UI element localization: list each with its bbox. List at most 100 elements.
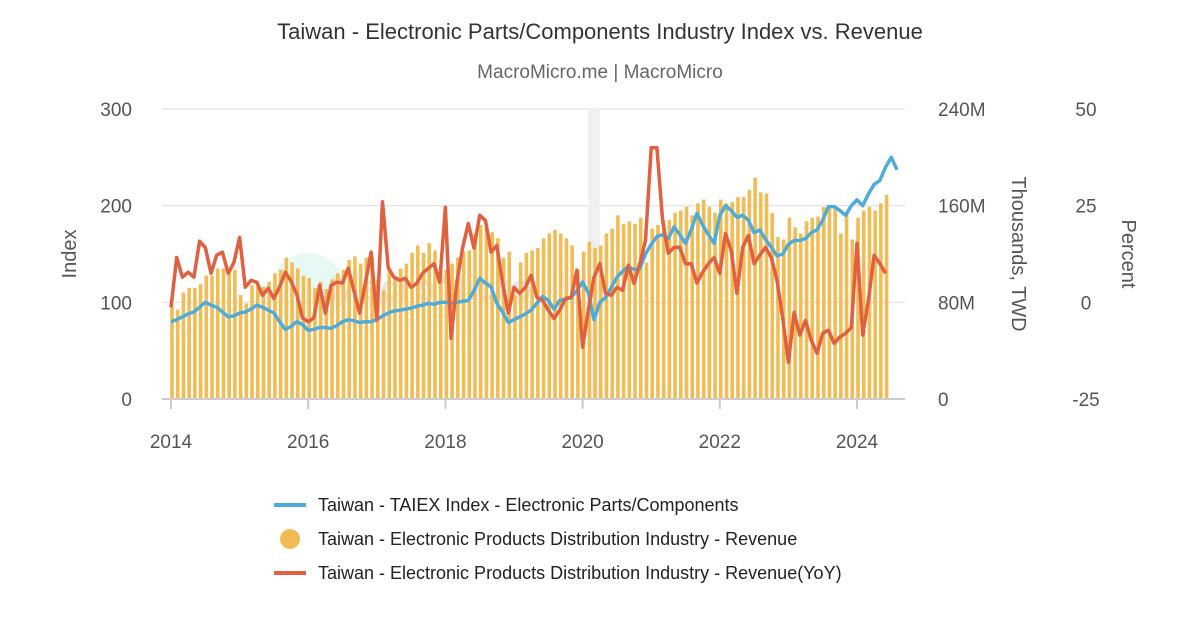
revenue-bar [570,245,574,399]
revenue-bar [221,268,226,399]
revenue-bar [564,238,569,399]
middle-axis-title: Thousands, TWD [1007,176,1029,331]
revenue-bar [673,212,677,399]
revenue-bar [507,251,512,399]
revenue-bar [267,281,271,399]
revenue-bar [210,275,214,399]
right-tick-label: 0 [1081,293,1092,314]
revenue-bar [244,303,249,399]
revenue-bar [719,199,723,399]
revenue-bar [536,247,540,399]
right-tick-label: 50 [1075,100,1096,121]
revenue-bar [353,256,357,399]
chart-title: Taiwan - Electronic Parts/Components Ind… [277,19,923,44]
revenue-bar [330,279,334,399]
revenue-bar [621,223,626,399]
revenue-bar [530,250,534,399]
lines [169,145,899,365]
left-tick-label: 100 [100,293,132,314]
legend-item-revenue-yoy[interactable]: Taiwan - Electronic Products Distributio… [274,563,842,583]
left-tick-label: 300 [100,100,132,121]
taiex-index-line [170,155,899,333]
revenue-bar [776,237,780,399]
left-tick-label: 0 [121,390,132,411]
legend-label: Taiwan - TAIEX Index - Electronic Parts/… [318,495,739,515]
revenue-bar [467,250,472,399]
middle-tick-label: 0 [938,390,949,411]
x-tick-label: 2014 [150,432,193,453]
revenue-bar [827,205,832,399]
revenue-bar [616,215,620,399]
revenue-bar [747,189,752,399]
revenue-bar [347,260,352,399]
revenue-bar [518,262,523,399]
legend: Taiwan - TAIEX Index - Electronic Parts/… [274,495,842,583]
revenue-bar [610,228,614,399]
revenue-bar [810,217,815,399]
revenue-bar [490,232,494,399]
x-tick-label: 2016 [287,432,329,453]
revenue-bar [656,225,660,399]
revenue-bar [170,307,174,399]
revenue-bar [290,262,294,399]
x-tick-label: 2018 [424,432,466,453]
revenue-bar [410,252,414,399]
legend-dot-orange [280,529,300,549]
legend-item-taiex[interactable]: Taiwan - TAIEX Index - Electronic Parts/… [274,495,739,515]
revenue-bar [684,206,689,399]
revenue-bar [759,192,763,399]
revenue-bar [273,273,277,399]
left-tick-label: 200 [100,197,132,218]
revenue-bar [238,295,243,399]
revenue-bar [370,256,374,399]
right-tick-label: 25 [1075,197,1096,218]
revenue-bar [193,287,197,399]
revenue-bar [501,257,506,399]
revenue-bar [398,268,403,399]
middle-tick-label: 80M [938,293,975,314]
revenue-bar [879,203,883,399]
revenue-bar [598,245,603,399]
revenue-bar [678,210,683,399]
revenue-bar [873,210,877,399]
revenue-bar [581,251,586,399]
revenue-bar [393,278,397,399]
revenue-bar [255,286,260,399]
revenue-yoy-line [169,145,888,365]
revenue-bar [381,290,386,399]
revenue-bar [295,268,300,399]
middle-tick-label: 160M [938,197,986,218]
revenue-bar [444,269,449,399]
revenue-bar [278,269,283,399]
revenue-bar [764,193,769,399]
revenue-bar [473,233,477,399]
revenue-bar [461,251,466,399]
revenue-bar [416,245,420,399]
x-tick-label: 2020 [561,432,603,453]
revenue-bar [633,223,637,399]
revenue-bar [227,269,231,399]
middle-tick-label: 240M [938,100,986,121]
revenue-bar [627,221,632,399]
revenue-bar [376,279,380,399]
revenue-bar [250,285,254,399]
legend-item-revenue[interactable]: Taiwan - Electronic Products Distributio… [280,529,797,549]
revenue-bar [587,241,592,399]
revenue-bar [364,257,369,399]
revenue-bar [856,217,860,399]
revenue-bar [821,206,826,399]
revenue-bar [541,238,546,399]
revenue-bar [387,269,392,399]
revenue-bar [484,227,489,399]
revenue-bar [204,275,209,399]
revenue-bar [884,194,889,399]
revenue-bar [301,275,306,399]
right-axis-title: Percent [1117,220,1139,289]
revenue-bar [558,233,563,399]
revenue-bar [433,250,437,399]
revenue-bar [839,233,843,399]
revenue-bar [404,263,409,399]
revenue-bar [421,252,426,399]
revenue-bar [175,309,180,399]
revenue-bar [261,286,266,399]
